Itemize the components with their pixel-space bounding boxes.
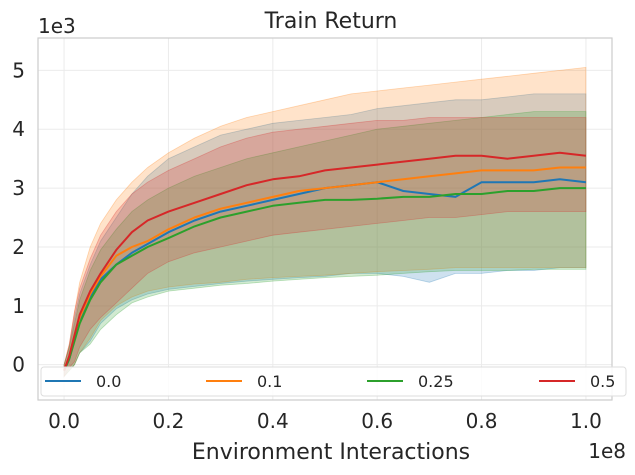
legend: 0.0 0.1 0.25 0.5 (40, 366, 627, 397)
y-tick-label: 3 (12, 176, 25, 200)
x-tick-label: 1.0 (570, 409, 602, 433)
y-scale-label: 1e3 (38, 14, 76, 38)
x-tick-label: 0.4 (257, 409, 289, 433)
band-0.5 (63, 117, 587, 378)
legend-label-0.25: 0.25 (418, 372, 454, 391)
x-tick-label: 0.8 (466, 409, 498, 433)
line-0.5 (63, 151, 587, 371)
legend-label-0.5: 0.5 (590, 372, 615, 391)
line-0.1 (63, 166, 586, 371)
y-tick-label: 4 (12, 117, 25, 141)
grid (38, 38, 612, 400)
band-0.1 (63, 66, 587, 378)
chart-title: Train Return (264, 9, 398, 34)
legend-label-0.1: 0.1 (257, 372, 282, 391)
plot-frame (37, 37, 613, 401)
legend-box (40, 366, 627, 397)
band-0.25 (63, 111, 587, 378)
line-0.25 (63, 187, 586, 372)
y-tick-label: 5 (12, 58, 25, 82)
x-scale-label: 1e8 (588, 439, 626, 463)
x-tick-label: 0.6 (361, 409, 393, 433)
band-0.0 (63, 93, 587, 378)
tick-labels: 0.0 0.2 0.4 0.6 0.8 1.0 0 1 2 3 4 5 (12, 58, 602, 433)
x-tick-label: 0.2 (153, 409, 185, 433)
confidence-bands (63, 66, 587, 378)
y-tick-label: 1 (12, 294, 25, 318)
y-tick-label: 2 (12, 235, 25, 259)
line-0.0 (63, 178, 587, 372)
legend-label-0.0: 0.0 (96, 372, 121, 391)
x-tick-label: 0.0 (48, 409, 80, 433)
y-tick-label: 0 (12, 353, 25, 377)
series-lines (63, 151, 587, 372)
x-axis-label: Environment Interactions (192, 440, 470, 465)
